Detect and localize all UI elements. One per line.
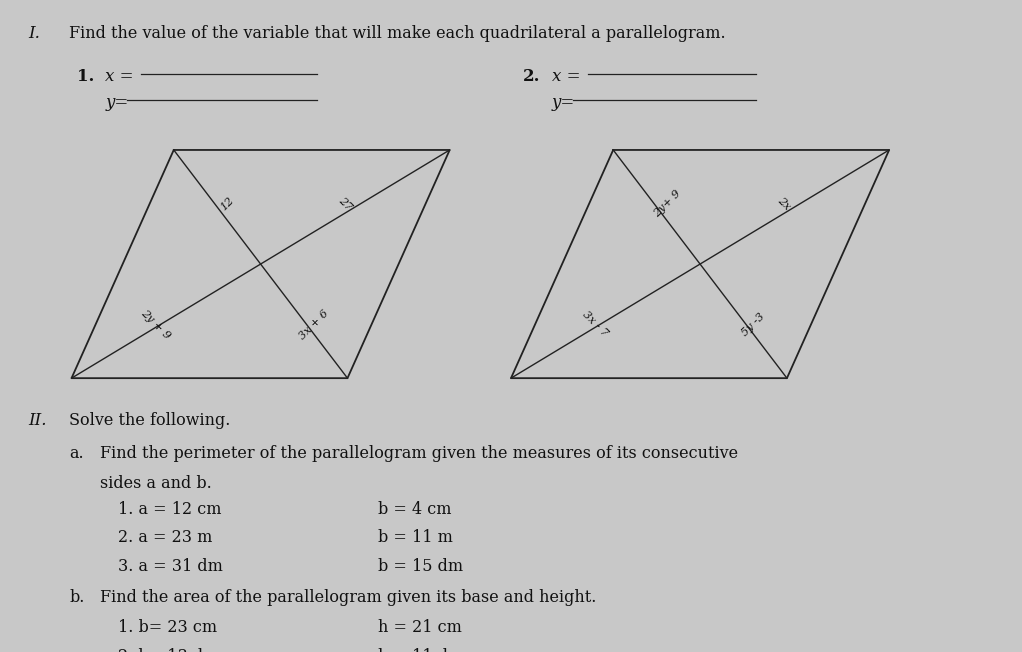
Text: a.: a.: [69, 445, 84, 462]
Text: 3x - 7: 3x - 7: [580, 310, 610, 339]
Text: b = 15 dm: b = 15 dm: [378, 558, 463, 575]
Text: 1. b= 23 cm: 1. b= 23 cm: [118, 619, 217, 636]
Text: sides a and b.: sides a and b.: [100, 475, 212, 492]
Text: h = 21 cm: h = 21 cm: [378, 619, 462, 636]
Text: 3. a = 31 dm: 3. a = 31 dm: [118, 558, 223, 575]
Text: h = 11 dm: h = 11 dm: [378, 648, 463, 652]
Text: Find the value of the variable that will make each quadrilateral a parallelogram: Find the value of the variable that will…: [69, 25, 726, 42]
Text: I.: I.: [29, 25, 41, 42]
Text: x =: x =: [552, 68, 580, 85]
Text: 3x + 6: 3x + 6: [297, 308, 331, 341]
Text: y=: y=: [552, 94, 575, 111]
Text: x =: x =: [105, 68, 134, 85]
Text: 1.: 1.: [77, 68, 94, 85]
Text: 27: 27: [336, 195, 354, 213]
Text: b = 4 cm: b = 4 cm: [378, 501, 452, 518]
Text: 12: 12: [219, 195, 236, 213]
Text: 1. a = 12 cm: 1. a = 12 cm: [118, 501, 221, 518]
Text: 2. b= 13 dm: 2. b= 13 dm: [118, 648, 218, 652]
Text: 5y -3: 5y -3: [740, 311, 768, 338]
Text: II.: II.: [29, 412, 47, 429]
Text: Find the perimeter of the parallelogram given the measures of its consecutive: Find the perimeter of the parallelogram …: [100, 445, 738, 462]
Text: b = 11 m: b = 11 m: [378, 529, 453, 546]
Text: 2y + 9: 2y + 9: [139, 308, 173, 341]
Text: b.: b.: [69, 589, 85, 606]
Text: 2y+ 9: 2y+ 9: [651, 188, 683, 219]
Text: 2. a = 23 m: 2. a = 23 m: [118, 529, 212, 546]
Text: 2x: 2x: [776, 196, 793, 212]
Text: Solve the following.: Solve the following.: [69, 412, 231, 429]
Text: 2.: 2.: [523, 68, 541, 85]
Text: Find the area of the parallelogram given its base and height.: Find the area of the parallelogram given…: [100, 589, 597, 606]
Text: y=: y=: [105, 94, 129, 111]
